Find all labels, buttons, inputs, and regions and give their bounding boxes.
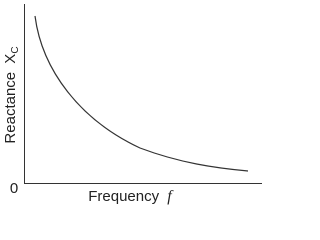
x-label-text: Frequency	[88, 188, 159, 205]
y-label-symbol: X	[2, 54, 19, 64]
x-label-symbol: f	[167, 188, 174, 205]
origin-label: 0	[10, 180, 18, 197]
reactance-diagram: 0 Frequency f Reactance XC	[2, 4, 262, 205]
reactance-curve	[34, 15, 249, 172]
page: 0 Frequency f Reactance XC (() => { cons…	[2, 4, 262, 205]
y-label-subscript: C	[10, 46, 21, 53]
x-axis-label: Frequency f	[88, 188, 174, 205]
y-axis-label: Reactance XC	[2, 46, 21, 143]
y-label-text: Reactance	[2, 72, 19, 144]
